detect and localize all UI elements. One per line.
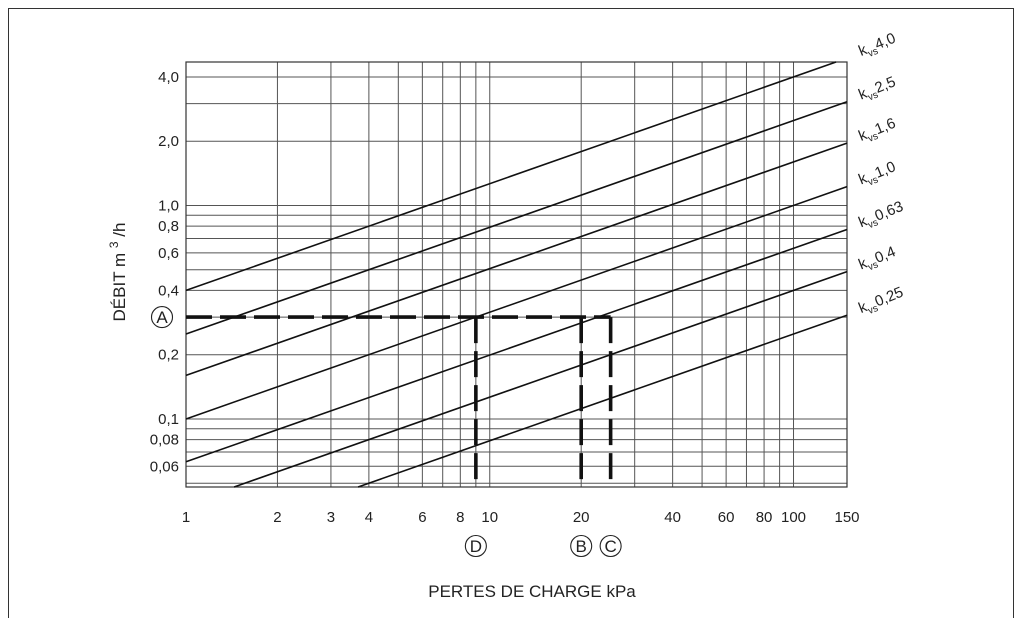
marker-c-label: C xyxy=(604,537,616,556)
y-tick-label: 0,6 xyxy=(158,245,179,262)
x-tick-label: 10 xyxy=(481,509,498,526)
kvs-label-value: 0,4 xyxy=(872,243,898,267)
series-labels: kvs4,0 kvs2,5 kvs1,6 kvs1,0 kvs0,63 kvs0,4 kvs… xyxy=(856,30,907,320)
kvs-label-value: 1,0 xyxy=(872,158,898,182)
x-tick-label: 4 xyxy=(365,509,373,526)
y-tick-label: 0,2 xyxy=(158,347,179,364)
x-tick-label: 2 xyxy=(273,509,281,526)
tick-labels: 1 2 3 4 6 8 10 20 40 60 80 100 150 0,06 0,08 0,1 0,2 0,4 0… xyxy=(150,69,860,526)
kvs-label-sub: vs xyxy=(866,217,879,231)
y-axis-label: DÉBIT m 3 /h xyxy=(103,223,129,322)
kvs-label-sub: vs xyxy=(866,131,879,145)
y-axis-label-main: DÉBIT m xyxy=(110,253,129,322)
x-tick-label: 20 xyxy=(573,509,590,526)
x-tick-label: 150 xyxy=(834,509,859,526)
marker-b-label: B xyxy=(576,537,587,556)
y-tick-label: 0,1 xyxy=(158,411,179,428)
y-axis-label-tail: /h xyxy=(110,223,129,237)
kvs-label-sub: vs xyxy=(866,46,879,60)
kvs-label: kvs0,63 xyxy=(856,198,907,234)
y-tick-label: 2,0 xyxy=(158,133,179,150)
kvs-line xyxy=(357,314,848,488)
x-axis-label: PERTES DE CHARGE kPa xyxy=(428,582,636,601)
kvs-line xyxy=(185,228,848,463)
y-tick-label: 0,4 xyxy=(158,282,179,299)
marker-b-circle xyxy=(570,534,593,558)
x-tick-label: 8 xyxy=(456,509,464,526)
kvs-label-sub: vs xyxy=(866,174,879,188)
kvs-label-sub: vs xyxy=(866,89,879,103)
plot-border xyxy=(185,61,848,488)
y-axis-label-sup: 3 xyxy=(107,241,121,248)
kvs-label-value: 0,63 xyxy=(872,198,905,225)
point-a-label: A xyxy=(156,308,168,327)
kvs-line xyxy=(185,100,848,335)
x-tick-label: 100 xyxy=(781,509,806,526)
kvs-line xyxy=(185,61,837,292)
kvs-label: kvs1,6 xyxy=(856,115,899,148)
kvs-label-value: 2,5 xyxy=(872,73,898,97)
marker-d-circle xyxy=(464,534,487,558)
y-tick-label: 0,8 xyxy=(158,218,179,235)
example-lines: A D B C xyxy=(150,306,622,558)
kvs-label-value: 1,6 xyxy=(872,115,898,139)
grid xyxy=(185,61,848,488)
marker-d-label: D xyxy=(470,537,482,556)
y-tick-label: 4,0 xyxy=(158,69,179,86)
series-lines xyxy=(185,61,848,488)
kvs-label-value: 0,25 xyxy=(872,284,905,311)
kvs-label: kvs0,25 xyxy=(856,284,907,320)
kvs-label-value: 4,0 xyxy=(872,30,898,54)
chart-frame xyxy=(8,8,1014,618)
x-tick-label: 1 xyxy=(182,509,190,526)
kvs-line xyxy=(233,270,848,488)
x-tick-label: 6 xyxy=(418,509,426,526)
x-tick-label: 3 xyxy=(327,509,335,526)
y-tick-label: 0,06 xyxy=(150,458,179,475)
kvs-label: kvs0,4 xyxy=(856,243,899,276)
kvs-label-sub: vs xyxy=(866,259,879,273)
kvs-line xyxy=(185,185,848,420)
kvs-line xyxy=(185,142,848,377)
point-a-circle xyxy=(150,306,174,329)
x-tick-label: 60 xyxy=(718,509,735,526)
x-tick-label: 40 xyxy=(664,509,681,526)
kvs-label-sub: vs xyxy=(866,303,879,317)
y-tick-label: 0,08 xyxy=(150,432,179,449)
kvs-label: kvs4,0 xyxy=(856,30,899,63)
x-tick-label: 80 xyxy=(756,509,773,526)
kvs-label: kvs2,5 xyxy=(856,73,899,106)
y-tick-label: 1,0 xyxy=(158,197,179,214)
kvs-label: kvs1,0 xyxy=(856,158,899,191)
marker-c-circle xyxy=(599,534,622,558)
